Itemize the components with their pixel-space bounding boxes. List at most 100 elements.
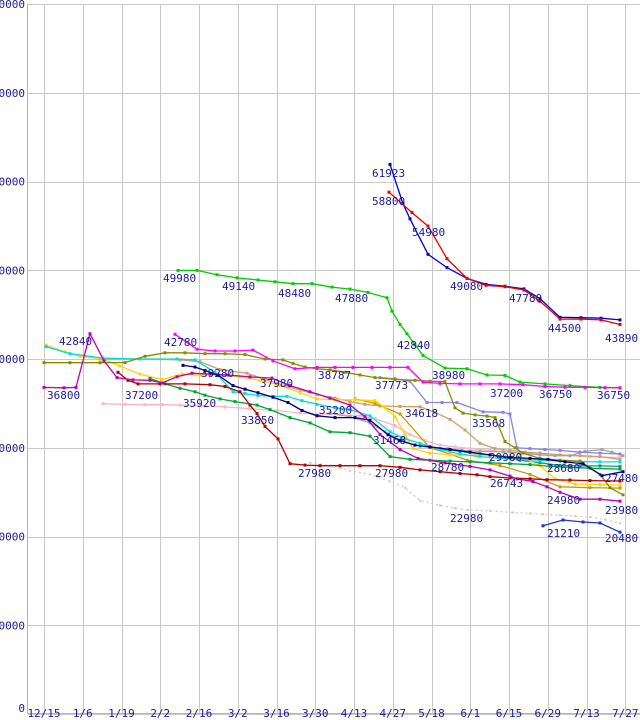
price-label: 23980 — [605, 504, 638, 517]
data-point-marker — [619, 522, 621, 525]
data-point-marker — [498, 464, 502, 467]
data-point-marker — [148, 378, 152, 382]
data-point-marker — [193, 365, 197, 369]
data-point-marker — [131, 378, 135, 382]
data-point-marker — [136, 382, 140, 386]
price-label: 47880 — [335, 292, 368, 305]
data-point-marker — [448, 417, 452, 421]
data-point-marker — [123, 361, 127, 365]
data-point-marker — [488, 461, 492, 465]
data-point-marker — [598, 455, 602, 459]
data-point-marker — [368, 434, 372, 438]
series-magenta — [173, 332, 622, 390]
data-point-marker — [348, 403, 352, 407]
data-point-marker — [568, 465, 572, 469]
data-point-marker — [288, 384, 292, 388]
data-point-marker — [62, 386, 66, 390]
price-label: 54980 — [412, 226, 445, 239]
data-point-marker — [419, 499, 421, 502]
data-point-marker — [373, 401, 377, 405]
data-point-marker — [118, 364, 122, 368]
data-point-marker — [256, 393, 260, 397]
data-point-marker — [538, 458, 542, 462]
data-point-marker — [600, 448, 604, 451]
data-point-marker — [310, 282, 314, 286]
data-point-marker — [493, 447, 497, 451]
data-point-marker — [195, 268, 199, 272]
data-point-marker — [298, 411, 302, 415]
data-point-marker — [503, 373, 507, 377]
data-point-marker — [291, 282, 295, 286]
data-point-marker — [458, 452, 462, 456]
data-point-marker — [515, 477, 519, 481]
x-tick-label: 4/13 — [341, 707, 368, 720]
price-label: 27980 — [298, 467, 331, 480]
data-point-marker — [589, 516, 591, 518]
data-point-marker — [501, 410, 505, 414]
data-point-marker — [598, 451, 602, 455]
data-point-marker — [308, 421, 312, 425]
data-point-marker — [538, 453, 542, 457]
data-point-marker — [528, 456, 532, 460]
y-tick-label: 20000 — [0, 531, 25, 544]
data-point-marker — [398, 465, 402, 469]
data-point-marker — [366, 290, 370, 294]
data-point-marker — [528, 472, 532, 476]
data-point-marker — [563, 385, 567, 389]
data-point-marker — [258, 378, 262, 382]
data-point-marker — [485, 414, 489, 418]
data-point-marker — [458, 472, 462, 475]
x-tick-label: 5/18 — [418, 707, 445, 720]
data-point-marker — [348, 287, 352, 291]
data-point-marker — [215, 273, 219, 277]
data-point-marker — [465, 276, 469, 280]
data-point-marker — [508, 462, 512, 466]
data-point-marker — [512, 511, 514, 514]
data-point-marker — [158, 382, 162, 386]
data-point-marker — [276, 437, 280, 441]
data-point-marker — [213, 370, 217, 374]
data-point-marker — [558, 453, 562, 457]
data-point-marker — [465, 367, 469, 371]
data-point-marker — [518, 457, 522, 461]
data-point-marker — [553, 454, 557, 458]
series-line — [389, 164, 621, 321]
data-point-marker — [386, 433, 390, 437]
data-point-marker — [368, 418, 372, 422]
data-point-marker — [503, 440, 507, 443]
data-point-marker — [489, 509, 491, 512]
data-point-marker — [116, 370, 120, 374]
price-label: 29980 — [489, 451, 522, 464]
data-point-marker — [74, 385, 78, 389]
data-point-marker — [508, 412, 512, 416]
data-point-marker — [588, 479, 592, 483]
data-point-marker — [558, 315, 562, 319]
price-label: 61923 — [372, 167, 405, 180]
data-point-marker — [438, 381, 442, 385]
data-point-marker — [583, 385, 587, 389]
data-point-marker — [181, 363, 185, 367]
data-point-marker — [176, 268, 180, 272]
data-point-marker — [198, 360, 202, 364]
series-red-top — [387, 190, 622, 326]
data-point-marker — [175, 357, 179, 361]
data-point-marker — [410, 211, 414, 215]
data-point-marker — [598, 483, 602, 487]
data-point-marker — [328, 396, 332, 400]
data-point-marker — [453, 445, 457, 449]
data-point-marker — [288, 416, 292, 420]
data-point-marker — [163, 351, 167, 355]
price-label: 20480 — [605, 532, 638, 545]
x-tick-label: 6/15 — [496, 707, 523, 720]
price-label: 48480 — [278, 287, 311, 300]
series-line — [182, 364, 624, 477]
data-point-marker — [388, 162, 392, 166]
x-tick-label: 3/16 — [263, 707, 290, 720]
y-tick-label: 60000 — [0, 176, 25, 189]
data-point-marker — [578, 450, 582, 454]
data-point-marker — [604, 518, 606, 521]
data-point-marker — [387, 190, 391, 194]
data-point-marker — [618, 318, 622, 322]
series-navy — [181, 363, 625, 478]
price-label: 37773 — [375, 379, 408, 392]
